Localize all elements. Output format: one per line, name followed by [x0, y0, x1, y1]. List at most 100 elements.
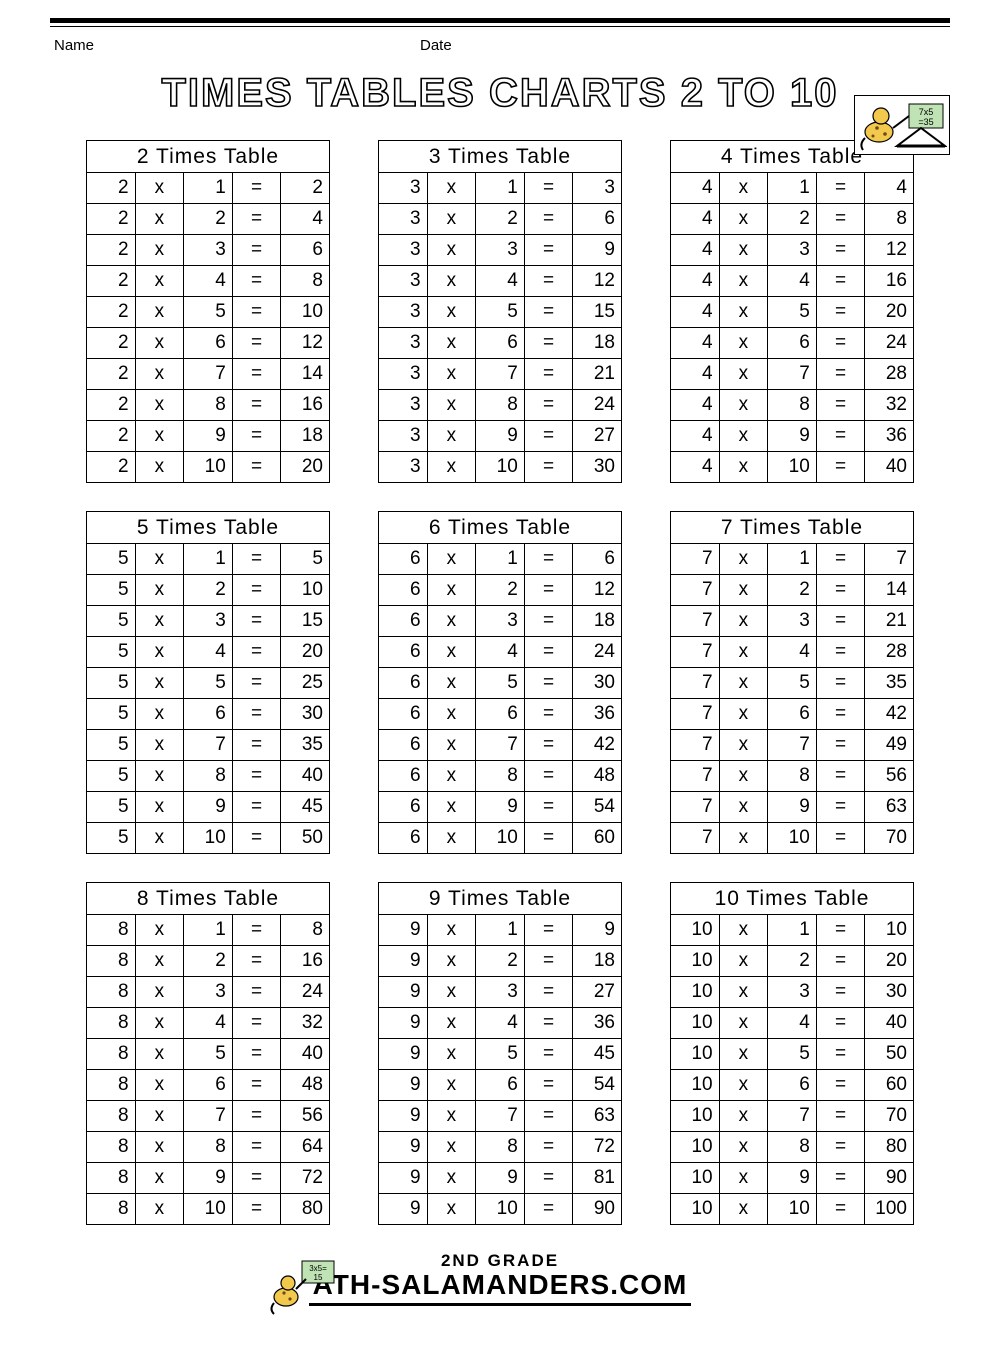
multiplier-cell: 3	[184, 235, 233, 266]
multiplier-cell: 2	[768, 204, 817, 235]
multiply-symbol-cell: x	[427, 915, 476, 946]
equals-symbol-cell: =	[816, 390, 865, 421]
meta-row: Name Date	[50, 37, 950, 63]
table-row: 9x3=27	[379, 977, 622, 1008]
result-cell: 56	[865, 761, 914, 792]
multiplicand-cell: 5	[87, 575, 136, 606]
multiply-symbol-cell: x	[427, 946, 476, 977]
table-row: 2x1=2	[87, 173, 330, 204]
result-cell: 30	[573, 452, 622, 483]
result-cell: 81	[573, 1163, 622, 1194]
multiply-symbol-cell: x	[135, 235, 184, 266]
multiplier-cell: 2	[184, 946, 233, 977]
multiplicand-cell: 7	[671, 668, 720, 699]
multiply-symbol-cell: x	[719, 297, 768, 328]
multiplier-cell: 5	[476, 1039, 525, 1070]
multiplicand-cell: 10	[671, 946, 720, 977]
equals-symbol-cell: =	[524, 421, 573, 452]
multiplicand-cell: 6	[379, 761, 428, 792]
result-cell: 30	[865, 977, 914, 1008]
result-cell: 36	[573, 1008, 622, 1039]
equals-symbol-cell: =	[524, 297, 573, 328]
equals-symbol-cell: =	[232, 637, 281, 668]
equals-symbol-cell: =	[524, 637, 573, 668]
result-cell: 72	[573, 1132, 622, 1163]
multiplier-cell: 8	[768, 761, 817, 792]
multiply-symbol-cell: x	[135, 1070, 184, 1101]
result-cell: 60	[865, 1070, 914, 1101]
multiply-symbol-cell: x	[719, 977, 768, 1008]
table-row: 5x10=50	[87, 823, 330, 854]
multiply-symbol-cell: x	[427, 823, 476, 854]
multiplier-cell: 1	[768, 173, 817, 204]
multiply-symbol-cell: x	[135, 823, 184, 854]
multiplicand-cell: 10	[671, 1008, 720, 1039]
table-row: 8x2=16	[87, 946, 330, 977]
result-cell: 80	[865, 1132, 914, 1163]
equals-symbol-cell: =	[524, 730, 573, 761]
multiplier-cell: 10	[768, 1194, 817, 1225]
table-row: 4x5=20	[671, 297, 914, 328]
multiply-symbol-cell: x	[135, 452, 184, 483]
multiplicand-cell: 6	[379, 637, 428, 668]
table-row: 8x9=72	[87, 1163, 330, 1194]
equals-symbol-cell: =	[524, 1194, 573, 1225]
result-cell: 50	[281, 823, 330, 854]
multiplicand-cell: 2	[87, 297, 136, 328]
result-cell: 10	[281, 575, 330, 606]
table-heading: 8 Times Table	[87, 883, 330, 915]
multiplicand-cell: 5	[87, 761, 136, 792]
table-row: 2x9=18	[87, 421, 330, 452]
table-row: 6x10=60	[379, 823, 622, 854]
multiplicand-cell: 5	[87, 606, 136, 637]
table-row: 10x9=90	[671, 1163, 914, 1194]
multiplier-cell: 1	[476, 915, 525, 946]
result-cell: 6	[281, 235, 330, 266]
multiplier-cell: 3	[768, 606, 817, 637]
table-row: 2x3=6	[87, 235, 330, 266]
multiply-symbol-cell: x	[719, 792, 768, 823]
table-row: 2x2=4	[87, 204, 330, 235]
multiply-symbol-cell: x	[135, 606, 184, 637]
table-row: 6x6=36	[379, 699, 622, 730]
equals-symbol-cell: =	[524, 946, 573, 977]
multiplier-cell: 1	[768, 544, 817, 575]
result-cell: 18	[281, 421, 330, 452]
multiplier-cell: 7	[476, 1101, 525, 1132]
times-table-4: 4 Times Table4x1=44x2=84x3=124x4=164x5=2…	[670, 140, 914, 483]
multiplier-cell: 3	[476, 235, 525, 266]
table-row: 10x4=40	[671, 1008, 914, 1039]
table-row: 9x10=90	[379, 1194, 622, 1225]
multiply-symbol-cell: x	[719, 173, 768, 204]
table-row: 3x8=24	[379, 390, 622, 421]
multiplier-cell: 5	[184, 668, 233, 699]
multiplier-cell: 6	[184, 1070, 233, 1101]
equals-symbol-cell: =	[816, 204, 865, 235]
equals-symbol-cell: =	[816, 1008, 865, 1039]
equals-symbol-cell: =	[524, 544, 573, 575]
table-row: 2x7=14	[87, 359, 330, 390]
multiplicand-cell: 4	[671, 359, 720, 390]
equals-symbol-cell: =	[232, 204, 281, 235]
multiplicand-cell: 10	[671, 1163, 720, 1194]
multiplicand-cell: 4	[671, 421, 720, 452]
multiplier-cell: 10	[476, 1194, 525, 1225]
multiply-symbol-cell: x	[427, 730, 476, 761]
multiply-symbol-cell: x	[135, 977, 184, 1008]
result-cell: 21	[865, 606, 914, 637]
multiplier-cell: 3	[768, 235, 817, 266]
multiplier-cell: 7	[768, 359, 817, 390]
table-row: 5x5=25	[87, 668, 330, 699]
multiplicand-cell: 3	[379, 173, 428, 204]
multiplier-cell: 5	[476, 668, 525, 699]
multiplicand-cell: 5	[87, 792, 136, 823]
result-cell: 2	[281, 173, 330, 204]
equals-symbol-cell: =	[232, 606, 281, 637]
equals-symbol-cell: =	[816, 575, 865, 606]
equals-symbol-cell: =	[816, 452, 865, 483]
table-row: 5x3=15	[87, 606, 330, 637]
multiply-symbol-cell: x	[135, 699, 184, 730]
footer-logo: 3x5= 15	[270, 1259, 340, 1315]
multiplicand-cell: 3	[379, 390, 428, 421]
multiplier-cell: 10	[476, 452, 525, 483]
